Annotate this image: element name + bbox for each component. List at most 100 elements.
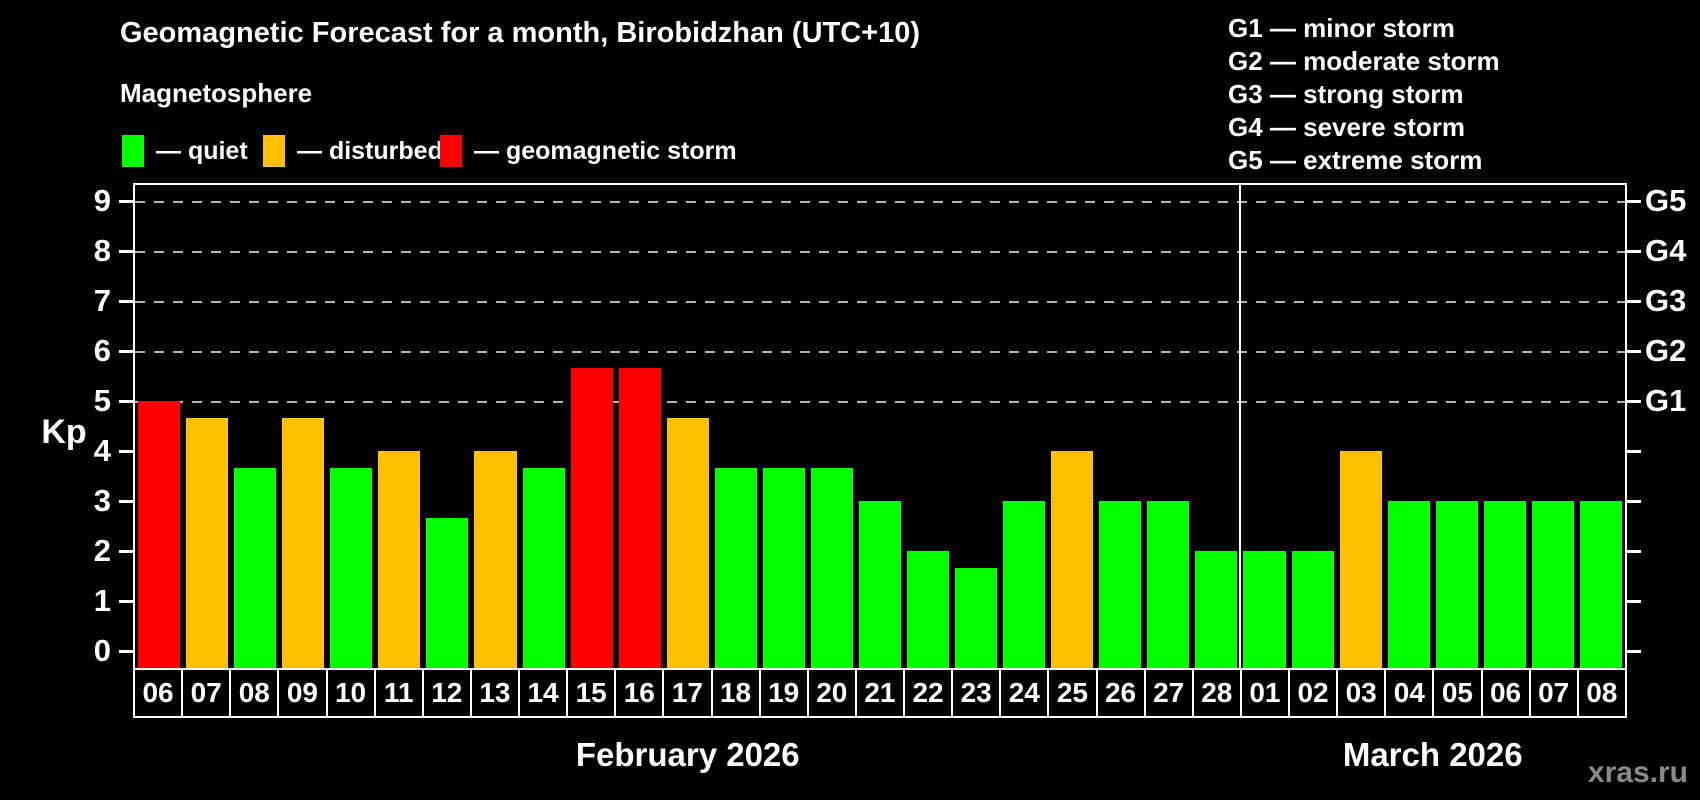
y-tick-label-6: 6 [93,333,111,368]
right-axis-tick [1627,650,1641,653]
page-title: Geomagnetic Forecast for a month, Birobi… [120,17,921,49]
right-axis-tick [1627,600,1641,603]
day-label: 08 [1578,670,1625,716]
month-label-february: February 2026 [575,736,800,773]
day-label: 15 [568,670,617,716]
day-label: 19 [760,670,809,716]
day-label: 04 [1386,670,1435,716]
bar-day-08 [1579,501,1622,668]
right-axis-tick [1627,400,1641,403]
legend-item-disturbed: — disturbed [263,135,443,167]
bar-day-03 [1339,451,1382,668]
g-scale-legend: G1 — minor storm G2 — moderate storm G3 — … [1228,12,1500,177]
y-axis-tick [119,250,133,253]
day-label: 06 [1482,670,1531,716]
bar-day-22 [907,551,950,668]
bar-day-19 [762,467,805,668]
y-tick-label-9: 9 [93,183,111,218]
g-axis-label-g1: G1 [1645,383,1687,418]
day-label: 25 [1049,670,1098,716]
bar-day-26 [1099,501,1142,668]
g-axis-label-g2: G2 [1645,333,1687,368]
bar-day-16 [618,367,661,668]
bar-day-27 [1147,501,1190,668]
bar-day-17 [666,417,709,668]
y-axis-tick [119,550,133,553]
y-tick-label-3: 3 [93,483,111,518]
day-label: 24 [1001,670,1050,716]
y-axis-tick [119,450,133,453]
gridline-kp6 [135,351,1625,353]
bar-day-18 [714,467,757,668]
gridline-kp8 [135,251,1625,253]
bar-day-09 [282,417,325,668]
day-label: 13 [471,670,520,716]
day-label: 11 [375,670,424,716]
day-label: 10 [327,670,376,716]
g-axis-label-g3: G3 [1645,283,1687,318]
bar-day-02 [1291,551,1334,668]
right-axis-tick [1627,200,1641,203]
g-legend-line-2: G2 — moderate storm [1228,46,1500,76]
day-label: 02 [1290,670,1339,716]
g-legend-line-1: G1 — minor storm [1228,13,1455,43]
day-label: 08 [231,670,280,716]
bar-day-06 [138,401,181,668]
bar-day-11 [378,451,421,668]
y-tick-label-7: 7 [93,283,111,318]
month-label-march: March 2026 [1342,736,1523,773]
bar-day-21 [858,501,902,668]
y-tick-label-5: 5 [93,383,111,418]
month-separator-line [1239,185,1242,668]
bar-day-10 [330,467,373,668]
y-tick-label-4: 4 [93,433,111,468]
day-label: 03 [1338,670,1387,716]
day-label: 09 [279,670,328,716]
bar-day-13 [474,451,517,668]
day-label: 26 [1097,670,1146,716]
x-axis-day-labels: 06 07 08 09 10 11 12 13 14 15 16 17 18 19 20 21 22 23 24 25… [133,668,1627,718]
day-label: 16 [616,670,665,716]
legend-item-label: — geomagnetic storm [474,136,737,165]
right-axis-tick [1627,550,1641,553]
day-label: 17 [664,670,713,716]
g-legend-line-4: G4 — severe storm [1228,112,1466,142]
y-axis-tick [119,300,133,303]
bar-day-07 [1531,501,1574,668]
y-axis-tick [119,500,133,503]
bar-day-25 [1051,451,1094,668]
quiet-color-swatch-icon [122,135,144,167]
y-axis-title: Kp [41,413,87,451]
bar-day-01 [1243,551,1286,668]
g-legend-line-5: G5 — extreme storm [1228,145,1483,175]
y-axis-tick [119,400,133,403]
bar-day-06 [1483,501,1526,668]
day-label: 20 [808,670,857,716]
y-axis-tick [119,200,133,203]
legend-item-storm: — geomagnetic storm [440,135,737,167]
g-legend-line-3: G3 — strong storm [1228,79,1464,109]
legend-item-label: — disturbed [297,136,443,165]
bar-day-15 [570,367,613,668]
day-label: 22 [905,670,954,716]
y-tick-label-2: 2 [93,533,111,568]
bar-day-08 [234,467,277,668]
y-tick-label-0: 0 [93,633,111,668]
g-axis-label-g4: G4 [1645,233,1687,268]
plot-area: 0 1 2 3 4 5 6 7 8 9 G1 G2 G3 G4 G5 [94,183,1686,668]
day-label: 18 [712,670,761,716]
bar-day-14 [522,467,565,668]
g-axis-label-g5: G5 [1645,183,1687,218]
bar-day-20 [810,467,853,668]
day-label: 27 [1145,670,1194,716]
right-axis-tick [1627,350,1641,353]
gridline-kp9 [135,201,1625,203]
magnetosphere-legend: — quiet — disturbed — geomagnetic storm [0,135,1100,167]
day-label: 05 [1434,670,1483,716]
right-axis-tick [1627,300,1641,303]
day-label: 01 [1241,670,1290,716]
y-axis-tick [119,600,133,603]
bar-day-24 [1003,501,1046,668]
gridline-kp7 [135,301,1625,303]
bar-day-12 [426,517,469,668]
